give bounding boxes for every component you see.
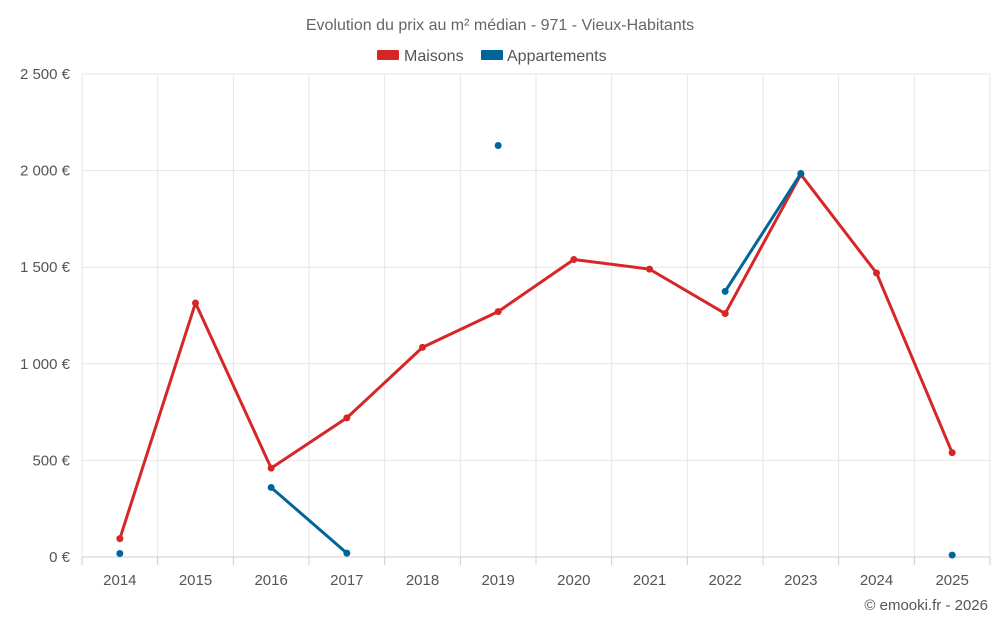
y-tick-label: 500 € <box>32 452 70 469</box>
legend: Maisons Appartements <box>377 48 607 65</box>
legend-swatch-appartements <box>481 50 503 60</box>
data-point-maisons[interactable] <box>192 299 199 307</box>
legend-item-maisons[interactable]: Maisons <box>377 48 464 65</box>
data-point-maisons[interactable] <box>419 343 426 351</box>
data-point-appartements[interactable] <box>267 483 275 491</box>
x-tick-label: 2022 <box>708 572 741 589</box>
x-tick-label: 2018 <box>406 572 439 589</box>
series <box>116 141 956 559</box>
data-point-maisons[interactable] <box>343 414 351 422</box>
series-line-appartements <box>269 485 349 555</box>
x-tick-label: 2023 <box>784 572 817 589</box>
x-axis-ticks: 2014 2015 2016 2017 2018 2019 2020 2021 2022 2023… <box>103 572 969 589</box>
series-maisons <box>116 170 956 543</box>
x-tick-label: 2019 <box>481 572 514 589</box>
y-tick-label: 2 500 € <box>20 66 71 83</box>
data-point-maisons[interactable] <box>873 269 880 277</box>
x-tick-label: 2017 <box>330 572 363 589</box>
data-point-maisons[interactable] <box>494 308 502 316</box>
x-tick-label: 2015 <box>179 572 212 589</box>
grid <box>81 73 991 565</box>
data-point-maisons[interactable] <box>948 449 956 457</box>
x-tick-label: 2025 <box>935 572 968 589</box>
data-point-maisons[interactable] <box>116 535 124 543</box>
series-line-appartements <box>723 171 803 293</box>
y-tick-label: 2 000 € <box>20 163 71 180</box>
legend-label-maisons: Maisons <box>404 48 464 65</box>
data-point-maisons[interactable] <box>646 265 653 273</box>
data-point-appartements[interactable] <box>343 549 351 557</box>
data-point-appartements[interactable] <box>721 287 729 295</box>
x-tick-label: 2021 <box>633 572 666 589</box>
chart-title: Evolution du prix au m² médian - 971 - V… <box>306 17 694 34</box>
data-point-appartements[interactable] <box>494 141 502 149</box>
data-point-maisons[interactable] <box>267 464 275 472</box>
legend-swatch-maisons <box>377 50 399 60</box>
x-tick-label: 2020 <box>557 572 590 589</box>
legend-label-appartements: Appartements <box>507 48 607 65</box>
data-point-appartements[interactable] <box>116 550 124 558</box>
x-tick-label: 2016 <box>254 572 287 589</box>
series-line-maisons <box>118 172 954 541</box>
data-point-appartements[interactable] <box>948 551 956 559</box>
y-tick-label: 1 000 € <box>20 356 71 373</box>
y-axis-ticks: 0 € 500 € 1 000 € 1 500 € 2 000 € 2 500 € <box>20 66 71 566</box>
credit-text: © emooki.fr - 2026 <box>864 597 988 614</box>
x-tick-label: 2014 <box>103 572 136 589</box>
data-point-maisons[interactable] <box>570 255 578 263</box>
data-point-maisons[interactable] <box>721 310 729 318</box>
data-point-appartements[interactable] <box>797 169 805 177</box>
y-tick-label: 1 500 € <box>20 259 71 276</box>
series-appartements <box>116 141 956 559</box>
legend-item-appartements[interactable]: Appartements <box>481 48 607 65</box>
y-tick-label: 0 € <box>49 549 71 566</box>
x-tick-label: 2024 <box>860 572 893 589</box>
